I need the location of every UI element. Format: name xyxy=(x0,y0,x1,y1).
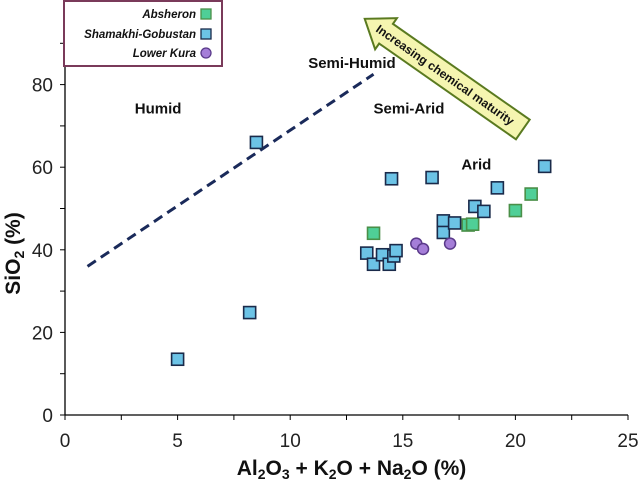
x-tick-label: 25 xyxy=(617,431,638,452)
subscript: 2 xyxy=(11,251,27,259)
point-shamakhi-gobustan xyxy=(170,352,185,367)
legend-label: Shamakhi-Gobustan xyxy=(84,29,196,41)
point-lower-kura xyxy=(443,237,457,250)
boundary-dashed-line xyxy=(86,73,375,268)
x-tick-label: 5 xyxy=(172,431,183,452)
point-absheron xyxy=(465,217,480,231)
point-shamakhi-gobustan xyxy=(477,204,491,219)
title-part: O xyxy=(266,457,282,480)
maturity-arrow-shape: Increasing chemical maturity xyxy=(363,17,532,141)
point-absheron xyxy=(366,226,381,241)
region-labels: Humid Semi-Humid Semi-Arid Arid xyxy=(135,55,492,173)
point-absheron xyxy=(524,187,538,201)
title-part: Al xyxy=(237,457,258,480)
x-axis-title: Al2O3 + K2O + Na2O (%) xyxy=(237,457,467,482)
point-absheron xyxy=(508,203,523,218)
region-label: Semi-Humid xyxy=(308,55,396,72)
legend-label: Absheron xyxy=(141,9,196,21)
point-shamakhi-gobustan xyxy=(537,159,552,174)
data-points xyxy=(170,135,552,367)
legend-box xyxy=(63,0,223,67)
subscript: 2 xyxy=(258,466,266,482)
legend-label: Lower Kura xyxy=(133,48,197,60)
point-shamakhi-gobustan xyxy=(436,214,451,228)
arrow-body xyxy=(363,17,532,141)
maturity-arrow: Increasing chemical maturity xyxy=(363,17,532,141)
y-tick-label: 60 xyxy=(32,158,53,179)
legend: Absheron Shamakhi-Gobustan Lower Kura xyxy=(63,0,223,67)
boundary-layer xyxy=(86,73,375,268)
subscript: 3 xyxy=(282,466,290,482)
point-lower-kura xyxy=(416,242,430,256)
title-part: + K xyxy=(290,457,329,480)
point-shamakhi-gobustan xyxy=(384,171,399,186)
legend-marker xyxy=(200,47,212,59)
y-axis-title: SiO2 (%) xyxy=(2,212,27,294)
y-tick-label: 0 xyxy=(42,406,53,427)
subscript: 2 xyxy=(329,466,337,482)
x-tick-label: 20 xyxy=(505,431,526,452)
x-tick-label: 0 xyxy=(60,431,71,452)
title-part: (%) xyxy=(2,212,25,251)
subscript: 2 xyxy=(404,466,412,482)
x-tick-label: 15 xyxy=(392,431,413,452)
region-label: Humid xyxy=(135,101,182,118)
point-shamakhi-gobustan xyxy=(242,305,257,320)
legend-marker xyxy=(200,8,212,20)
point-shamakhi-gobustan xyxy=(490,181,505,195)
point-shamakhi-gobustan xyxy=(436,225,451,240)
x-tick-label: 10 xyxy=(280,431,301,452)
point-shamakhi-gobustan xyxy=(359,246,374,260)
title-part: SiO xyxy=(2,259,25,295)
point-shamakhi-gobustan xyxy=(425,170,439,185)
point-shamakhi-gobustan xyxy=(389,243,403,258)
point-shamakhi-gobustan xyxy=(249,135,264,150)
point-shamakhi-gobustan xyxy=(447,216,462,230)
region-label: Arid xyxy=(461,156,491,173)
y-tick-label: 40 xyxy=(32,241,53,262)
title-part: O (%) xyxy=(411,457,466,480)
region-label: Semi-Arid xyxy=(374,101,445,118)
legend-marker xyxy=(200,28,212,40)
y-tick-label: 20 xyxy=(32,323,53,344)
title-part: O + Na xyxy=(337,457,404,480)
y-tick-label: 80 xyxy=(32,76,53,97)
